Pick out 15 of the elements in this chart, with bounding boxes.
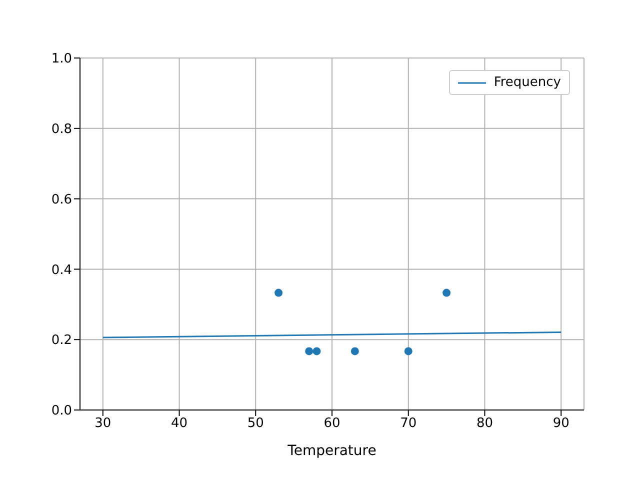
y-tick-label: 0.6 bbox=[51, 192, 72, 208]
y-tick-label: 0.4 bbox=[51, 262, 72, 278]
y-tick-label: 0.2 bbox=[51, 333, 72, 348]
x-tick-label: 90 bbox=[552, 416, 570, 432]
y-tick-label: 1.0 bbox=[51, 52, 72, 67]
x-tick-label: 70 bbox=[400, 416, 417, 432]
x-tick-label: 60 bbox=[324, 416, 340, 432]
y-tick-label: 0.0 bbox=[51, 404, 72, 419]
x-tick-label: 80 bbox=[476, 416, 493, 432]
legend-label: Frequency bbox=[494, 75, 561, 90]
x-tick-label: 50 bbox=[247, 416, 264, 432]
x-tick-label: 40 bbox=[171, 416, 188, 432]
x-axis-title: Temperature bbox=[286, 443, 376, 459]
x-tick-label: 30 bbox=[94, 416, 112, 432]
y-tick-label: 0.8 bbox=[51, 122, 72, 138]
